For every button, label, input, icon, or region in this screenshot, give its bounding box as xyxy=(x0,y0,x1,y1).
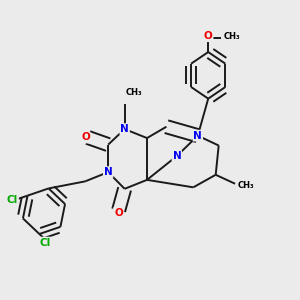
Text: CH₃: CH₃ xyxy=(224,32,240,41)
Text: N: N xyxy=(104,167,112,177)
Text: N: N xyxy=(194,131,202,141)
Text: CH₃: CH₃ xyxy=(126,88,143,97)
Text: Cl: Cl xyxy=(7,195,18,205)
Text: CH₃: CH₃ xyxy=(238,181,255,190)
Text: O: O xyxy=(114,208,123,218)
Text: N: N xyxy=(120,124,129,134)
Text: Cl: Cl xyxy=(39,238,50,248)
Text: N: N xyxy=(172,151,181,161)
Text: O: O xyxy=(81,133,90,142)
Text: O: O xyxy=(204,31,213,41)
